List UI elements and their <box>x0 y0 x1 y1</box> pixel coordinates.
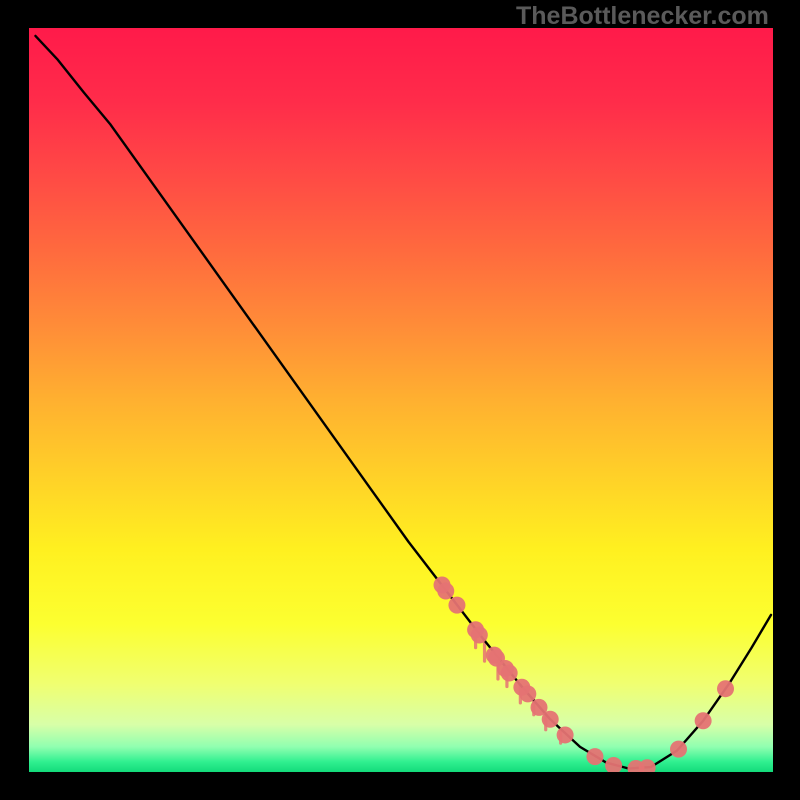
plot-area <box>28 27 774 773</box>
chart-stage: TheBottlenecker.com <box>0 0 800 800</box>
plot-svg <box>28 27 774 773</box>
gradient-background <box>28 27 774 773</box>
